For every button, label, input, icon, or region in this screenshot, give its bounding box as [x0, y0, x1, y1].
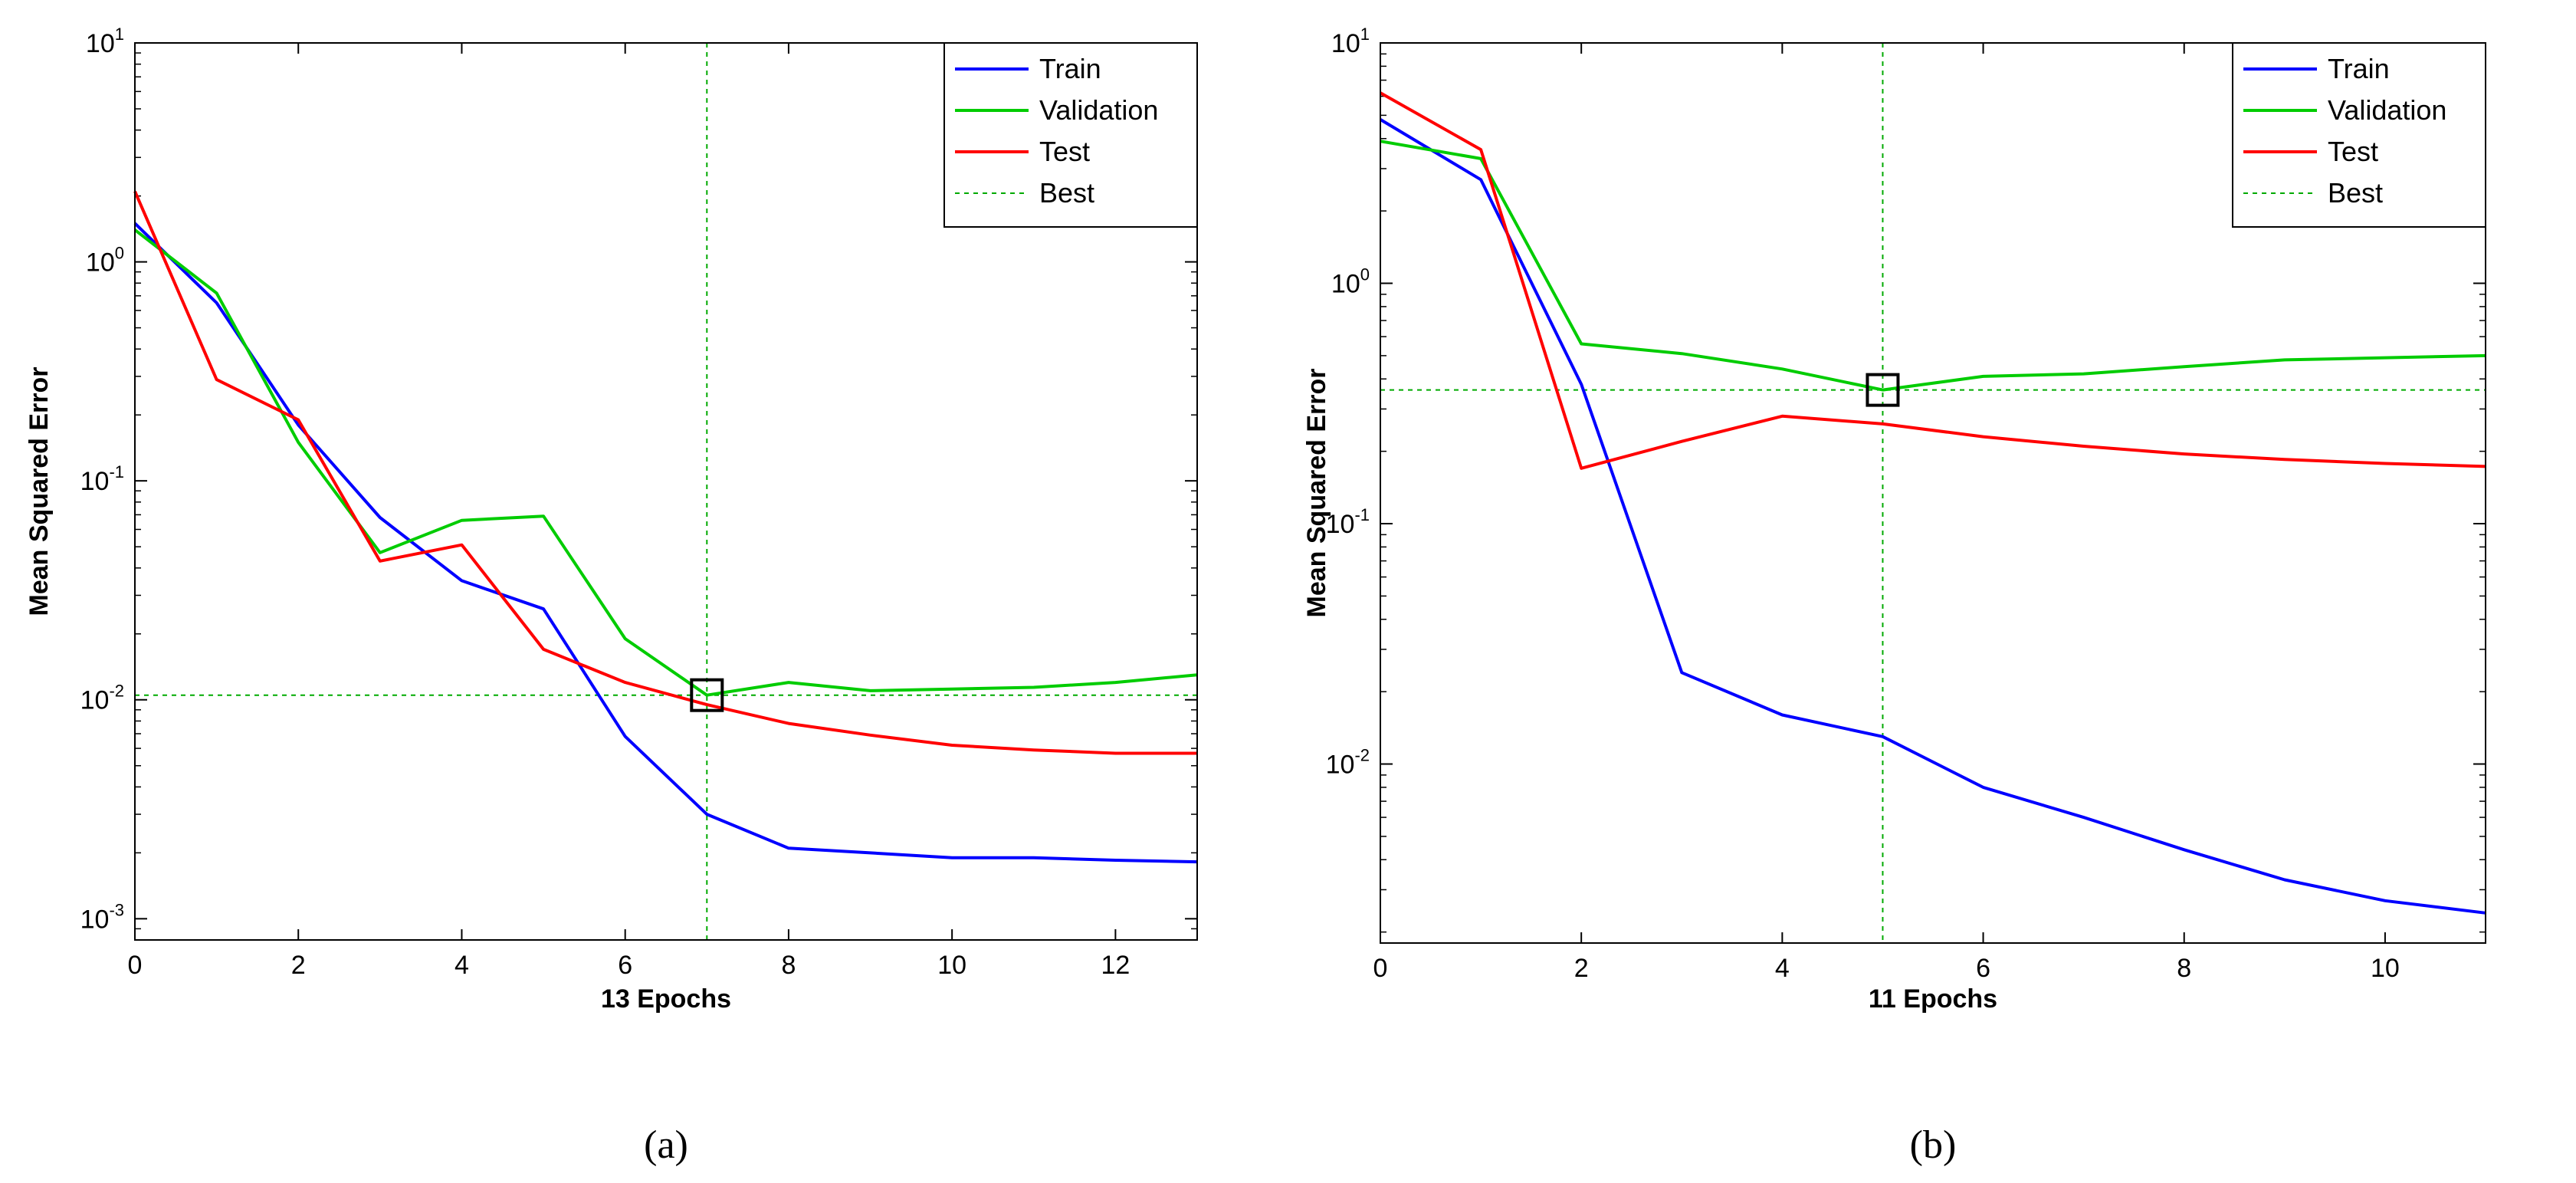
chart-a-caption: (a) — [644, 1123, 688, 1167]
chart-b-xtick-label: 2 — [1574, 954, 1589, 983]
chart-b-ytick-exponent: 1 — [1360, 25, 1370, 44]
chart-panel-b: 0 2 4 6 8 10 10-2 10-1 100 101 Train Validation Test… — [1288, 0, 2576, 1183]
chart-b-ytick-base: 10 — [1331, 29, 1360, 58]
chart-a-legend-label-train: Train — [1039, 53, 1101, 84]
chart-b-xtick-label: 6 — [1976, 954, 1990, 983]
chart-a-ytick-base: 10 — [86, 248, 115, 278]
chart-a-series-test-line — [133, 190, 1197, 755]
chart-a-xtick-label: 12 — [1101, 951, 1130, 980]
chart-b-legend-label-train: Train — [2328, 53, 2390, 84]
chart-a-xtick-label: 4 — [454, 951, 469, 980]
chart-a-ytick-base: 10 — [80, 905, 110, 934]
chart-a-ytick-label: 10-1 — [80, 462, 124, 496]
chart-a-x-axis-title: 13 Epochs — [601, 984, 731, 1014]
chart-b-legend-label-best: Best — [2328, 177, 2383, 209]
chart-b-series-validation-line — [1380, 140, 2486, 392]
chart-b-xtick-label: 8 — [2177, 954, 2191, 983]
chart-a-series-validation-line — [133, 228, 1198, 697]
chart-b-ytick-label: 101 — [1331, 25, 1370, 58]
chart-b-series-test-line — [1380, 91, 2486, 470]
chart-b-caption: (b) — [1910, 1123, 1957, 1167]
chart-a-ytick-exponent: -3 — [109, 900, 124, 919]
chart-b-ytick-base: 10 — [1331, 270, 1360, 299]
chart-a-axes-frame — [134, 42, 1198, 941]
chart-panel-a: 0 2 4 6 8 10 12 10-3 10-2 10-1 100 101 Train Validati… — [25, 25, 1198, 1167]
chart-b-ytick-exponent: -1 — [1354, 505, 1370, 524]
chart-b-legend-label-test: Test — [2328, 136, 2378, 167]
chart-a-y-axis-title: Mean Squared Error — [25, 367, 54, 616]
chart-b-ytick-label: 10-2 — [1326, 746, 1370, 780]
chart-b-axes-frame — [1380, 42, 2486, 944]
chart-a-ytick-base: 10 — [80, 686, 110, 715]
chart-a-xtick-label: 8 — [781, 951, 796, 980]
chart-a-ytick-exponent: -2 — [109, 682, 124, 701]
chart-b-ytick-base: 10 — [1326, 510, 1355, 539]
chart-b-ytick-exponent: -2 — [1354, 746, 1370, 765]
chart-b-ytick-base: 10 — [1326, 751, 1355, 780]
chart-a-legend-box — [943, 42, 1198, 228]
chart-b-ytick-label: 10-1 — [1326, 505, 1370, 539]
chart-b-xtick-label: 0 — [1373, 954, 1388, 983]
chart-b-xtick-label: 10 — [2371, 954, 2400, 983]
chart-a-ytick-exponent: 0 — [115, 244, 124, 263]
chart-b-ytick-exponent: 0 — [1360, 265, 1370, 284]
chart-a-ytick-base: 10 — [86, 29, 115, 58]
chart-a-ytick-label: 10-3 — [80, 900, 124, 934]
chart-b-x-axis-title: 11 Epochs — [1869, 984, 1997, 1014]
chart-b-ytick-label: 100 — [1331, 265, 1370, 299]
chart-a-ytick-exponent: -1 — [109, 462, 124, 481]
chart-a-xtick-label: 6 — [618, 951, 632, 980]
chart-a-xtick-label: 0 — [128, 951, 143, 980]
chart-a-ytick-label: 101 — [86, 25, 124, 58]
chart-a-legend-label-test: Test — [1039, 136, 1090, 167]
chart-a-legend-label-best: Best — [1039, 177, 1094, 209]
chart-a-best-marker — [690, 678, 724, 712]
chart-a-ytick-base: 10 — [80, 467, 110, 496]
chart-b-best-marker — [1866, 373, 1900, 407]
chart-b-svg: 0 2 4 6 8 1010-210-1100101TrainValidationTest… — [1302, 25, 2486, 1167]
chart-b-legend-label-validation: Validation — [2328, 94, 2446, 126]
chart-a-ytick-label: 100 — [86, 244, 124, 278]
chart-a-ytick-label: 10-2 — [80, 682, 124, 715]
chart-b-y-axis-title: Mean Squared Error — [1302, 369, 1331, 618]
chart-b-legend-box — [2232, 42, 2486, 228]
chart-a-legend-label-validation: Validation — [1039, 94, 1158, 126]
chart-b-xtick-label: 4 — [1775, 954, 1790, 983]
chart-a-xtick-label: 10 — [937, 951, 966, 980]
chart-a-svg: 0 2 4 6 8 10 1210-310-210-1100101TrainValidati… — [25, 25, 1198, 1167]
chart-a-ytick-exponent: 1 — [115, 25, 124, 44]
chart-a-xtick-label: 2 — [291, 951, 306, 980]
chart-b-series-train-line — [1379, 118, 2486, 915]
